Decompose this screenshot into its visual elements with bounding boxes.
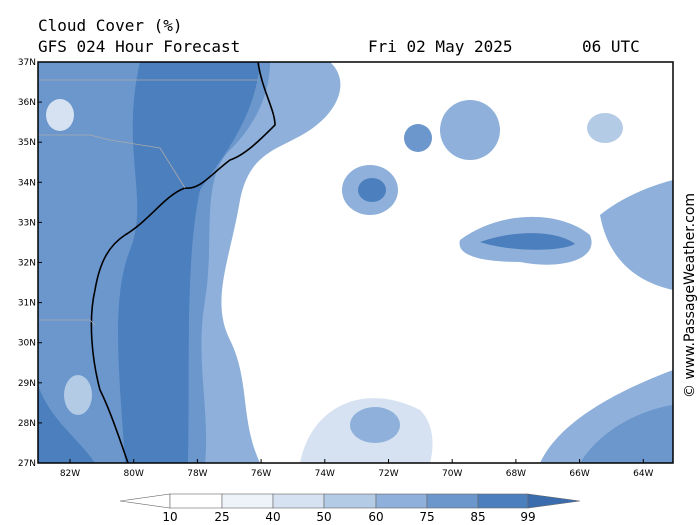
colorbar-label: 60 — [368, 510, 383, 524]
lat-label: 33N — [18, 218, 36, 228]
coastline — [90, 61, 276, 464]
lat-label: 36N — [18, 98, 36, 108]
colorbar-label: 10 — [162, 510, 177, 524]
time: 06 UTC — [582, 37, 640, 56]
watermark: © www.PassageWeather.com — [682, 193, 698, 398]
cloud-field — [38, 62, 673, 463]
lat-label: 31N — [18, 299, 36, 309]
lat-label: 32N — [18, 259, 36, 269]
state-borders — [38, 79, 258, 326]
lon-label: 72W — [378, 469, 398, 479]
colorbar-label: 85 — [470, 510, 485, 524]
colorbar-label: 75 — [419, 510, 434, 524]
lon-label: 66W — [569, 469, 589, 479]
colorbar-label: 25 — [214, 510, 229, 524]
lat-label: 27N — [18, 459, 36, 469]
lon-label: 76W — [251, 469, 271, 479]
colorbar-label: 99 — [520, 510, 535, 524]
lon-label: 80W — [124, 469, 144, 479]
lat-label: 29N — [18, 379, 36, 389]
lat-label: 37N — [18, 58, 36, 68]
lon-label: 70W — [442, 469, 462, 479]
lat-label: 34N — [18, 178, 36, 188]
lon-label: 74W — [315, 469, 335, 479]
lon-label: 78W — [187, 469, 207, 479]
lon-label: 68W — [506, 469, 526, 479]
title: Cloud Cover (%) — [38, 16, 183, 35]
subtitle: GFS 024 Hour Forecast — [38, 37, 240, 56]
colorbar — [119, 493, 581, 509]
colorbar-label: 50 — [316, 510, 331, 524]
lat-label: 30N — [18, 339, 36, 349]
lon-label: 64W — [633, 469, 653, 479]
date: Fri 02 May 2025 — [368, 37, 513, 56]
lat-label: 28N — [18, 419, 36, 429]
lat-label: 35N — [18, 138, 36, 148]
colorbar-label: 40 — [265, 510, 280, 524]
lon-label: 82W — [60, 469, 80, 479]
